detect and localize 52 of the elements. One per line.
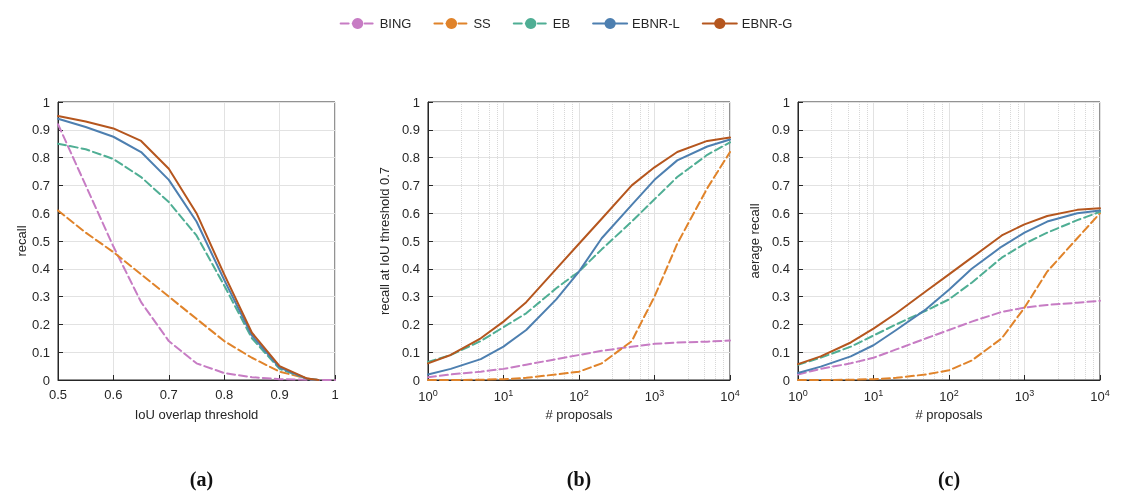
y-tick-label: 0.6 — [401, 205, 420, 221]
x-axis-title: # proposals — [915, 407, 984, 422]
y-axis-title: aerage recall — [747, 203, 762, 279]
text: (c) — [937, 468, 961, 491]
y-tick-label: 0.2 — [401, 316, 420, 332]
y-tick-label: 0.8 — [401, 150, 420, 166]
y-tick-label: 0.5 — [31, 233, 50, 249]
y-tick-label: 1 — [782, 94, 790, 110]
y-tick-label: 0.1 — [771, 344, 790, 360]
x-axis-title: IoU overlap threshold — [134, 407, 259, 422]
y-tick-label: 1 — [412, 94, 420, 110]
y-tick-label: 0.7 — [401, 177, 420, 193]
x-tick-label: 0.8 — [215, 387, 234, 402]
y-tick-label: 0.3 — [401, 289, 420, 305]
y-tick-label: 0.9 — [771, 122, 790, 138]
y-tick-label: 0.3 — [31, 289, 50, 305]
y-tick-label: 0.8 — [771, 150, 790, 166]
y-tick-label: 0.1 — [401, 344, 420, 360]
y-tick-label: 0.2 — [31, 316, 50, 332]
x-tick-label: 0.7 — [159, 387, 178, 402]
y-tick-label: 0.1 — [31, 344, 50, 360]
y-tick-label: 0.7 — [771, 177, 790, 193]
y-tick-label: 0.9 — [31, 122, 50, 138]
x-axis-title: # proposals — [545, 407, 614, 422]
y-tick-label: 0.3 — [771, 289, 790, 305]
y-tick-label: 0.5 — [771, 233, 790, 249]
y-tick-label: 0.2 — [771, 316, 790, 332]
y-axis-title: recall at IoU threshold 0.7 — [377, 166, 392, 316]
y-tick-label: 0.7 — [31, 177, 50, 193]
text: (b) — [566, 468, 592, 491]
y-axis-title: recall — [14, 225, 29, 257]
x-tick-label: 1 — [331, 387, 339, 402]
x-tick-label: 0.9 — [270, 387, 289, 402]
y-tick-label: 0.4 — [401, 261, 420, 277]
y-tick-label: 0.9 — [401, 122, 420, 138]
legend-label: SS — [473, 16, 492, 31]
y-tick-label: 0 — [412, 372, 420, 388]
y-tick-label: 0.6 — [31, 205, 50, 221]
y-tick-label: 1 — [42, 94, 50, 110]
y-tick-label: 0.4 — [771, 261, 790, 277]
legend-label: BING — [379, 16, 412, 31]
y-tick-label: 0 — [782, 372, 790, 388]
y-tick-label: 0.5 — [401, 233, 420, 249]
legend-label: EBNR-G — [741, 16, 793, 31]
legend-label: EBNR-L — [632, 16, 680, 31]
y-tick-label: 0 — [42, 372, 50, 388]
y-tick-label: 0.8 — [31, 150, 50, 166]
text: (a) — [189, 468, 214, 491]
y-tick-label: 0.6 — [771, 205, 790, 221]
y-tick-label: 0.4 — [31, 261, 50, 277]
legend-label: EB — [552, 16, 571, 31]
x-tick-label: 0.6 — [104, 387, 123, 402]
